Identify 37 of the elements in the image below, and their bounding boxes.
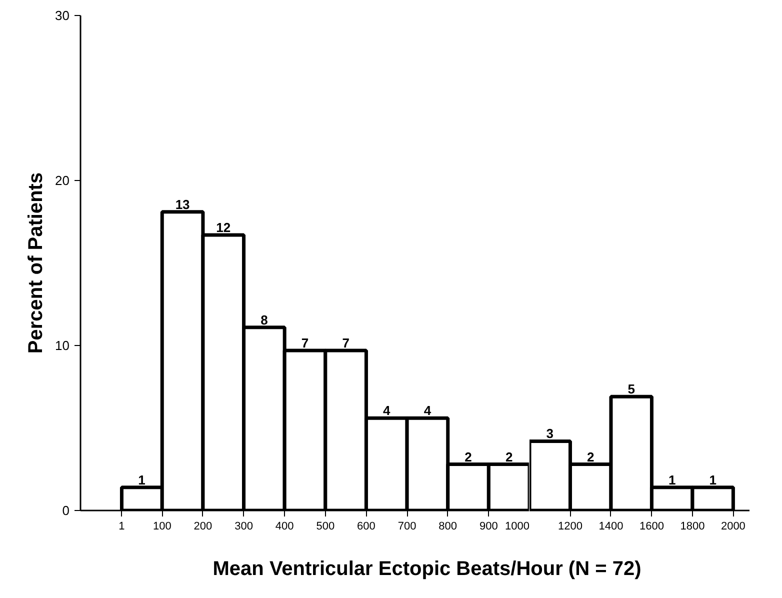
- x-tick-label: 200: [194, 520, 212, 532]
- x-tick-label: 500: [316, 520, 335, 532]
- x-tick-label: 1000: [505, 520, 530, 532]
- annotation: 1: [138, 472, 146, 488]
- annotation: 2: [586, 449, 594, 464]
- annotation: 4: [383, 403, 392, 418]
- x-tick-label: 800: [438, 520, 458, 532]
- y-tick-label: 30: [55, 8, 70, 23]
- x-axis-title: Mean Ventricular Ectopic Beats/Hour (N = 72): [212, 557, 642, 582]
- annotation: 1: [668, 472, 676, 488]
- annotation: 12: [216, 220, 231, 235]
- y-tick-label: 10: [55, 338, 70, 353]
- x-tick-label: 900: [480, 520, 498, 532]
- annotation: 8: [260, 312, 268, 328]
- annotation: 1: [709, 472, 716, 488]
- y-tick-label: 0: [62, 503, 70, 518]
- x-tick-label: 1200: [558, 520, 582, 532]
- x-tick-label: 100: [152, 520, 172, 532]
- annotation: 7: [301, 335, 309, 350]
- x-tick-label: 300: [234, 520, 253, 532]
- y-axis-title: Percent of Patients: [25, 172, 48, 354]
- annotation: 3: [546, 426, 554, 442]
- annotation: 2: [505, 449, 513, 464]
- x-tick-label: 700: [398, 520, 416, 532]
- annotation: 7: [342, 335, 350, 350]
- x-tick-label: 1800: [680, 520, 705, 532]
- annotation: 2: [464, 449, 472, 464]
- x-tick-label: 600: [357, 520, 376, 532]
- annotation: 4: [424, 403, 432, 418]
- x-tick-label: 1: [118, 520, 125, 532]
- annotation: 5: [628, 382, 635, 397]
- x-tick-label: 2000: [720, 520, 746, 532]
- y-tick-label: 20: [55, 173, 70, 188]
- x-tick-label: 1600: [639, 520, 664, 532]
- x-tick-label: 400: [275, 520, 294, 532]
- annotation: 13: [175, 196, 190, 212]
- x-tick-label: 1400: [598, 520, 624, 532]
